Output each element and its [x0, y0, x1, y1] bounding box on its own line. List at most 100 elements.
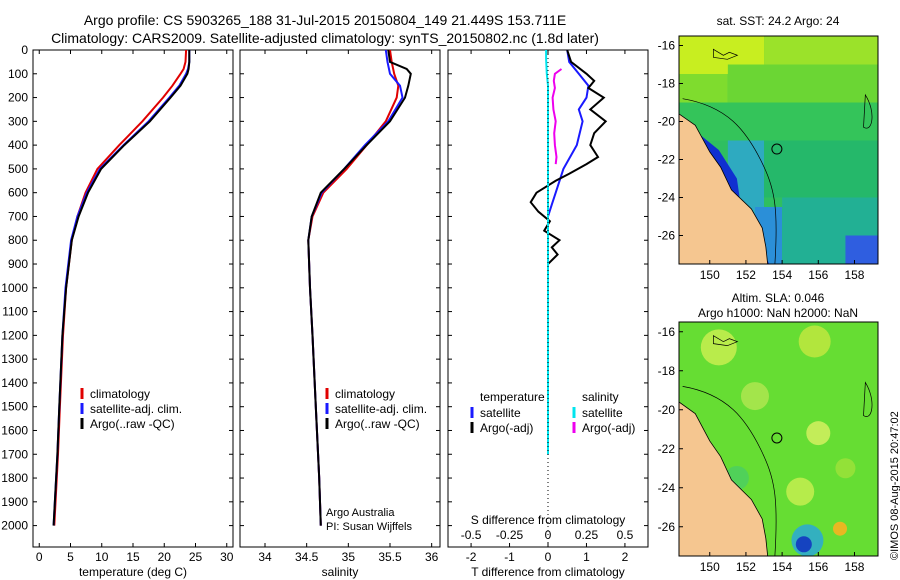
sst_map-field: [679, 36, 878, 264]
sla_map-xtick-label: 150: [700, 560, 720, 574]
temperature-xlabel: temperature (deg C): [79, 565, 187, 579]
depth-tick-label: 800: [8, 233, 28, 247]
sst_map-argo-marker: [771, 143, 783, 155]
difference-series-s-argo-adj-: [551, 68, 563, 165]
depth-tick-label: 1300: [1, 352, 28, 366]
sst_map-reef-outline: [863, 93, 873, 129]
sst_map-background: [679, 36, 878, 264]
sst_map-ytick-label: -26: [658, 229, 676, 243]
sst-tile: [782, 197, 878, 264]
temperature-plot-frame: [32, 49, 234, 548]
salinity-diff-tick-label: -0.5: [461, 528, 482, 542]
salinity-diff-tick-label: -0.25: [496, 528, 524, 542]
figure-title-line2: Climatology: CARS2009. Satellite-adjuste…: [51, 30, 599, 46]
salinity-series-satellite-adj-clim-: [307, 49, 404, 526]
temperature-legend-label: satellite: [480, 406, 521, 420]
difference-series-t-argo-adj-: [529, 49, 608, 455]
sla_map-ytick-label: -22: [658, 442, 676, 456]
depth-tick-label: 300: [8, 114, 28, 128]
sla-blob: [740, 382, 769, 411]
sla-blob: [795, 536, 812, 553]
depth-tick-label: 500: [8, 162, 28, 176]
sst-tile: [727, 64, 878, 103]
difference-xtick-label: -1: [504, 550, 515, 564]
sst-tile: [764, 36, 878, 65]
depth-tick-label: 2000: [1, 519, 28, 533]
salinity-legend-label: Argo(..raw -QC): [335, 417, 420, 431]
sst_map-ytick-label: -24: [658, 191, 676, 205]
sla_map-field: [679, 322, 878, 556]
salinity-annotation: PI: Susan Wijffels: [326, 521, 412, 533]
temperature-legend-label: Argo(-adj): [480, 421, 533, 435]
sst-tile: [727, 140, 765, 217]
temperature-legend-title: temperature: [480, 390, 545, 404]
sst_map-xtick-label: 150: [700, 268, 720, 282]
temperature-legend-label: satellite-adj. clim.: [90, 402, 182, 416]
sla_map-xtick-label: 156: [808, 560, 828, 574]
difference-top-label: S difference from climatology: [471, 513, 626, 527]
temperature-series-satellite-adj-clim-: [52, 50, 191, 526]
sst_map-ytick-label: -20: [658, 115, 676, 129]
sst_map-xtick-label: 156: [808, 268, 828, 282]
sla_map-argo-marker: [771, 432, 783, 444]
sst-tile: [679, 102, 878, 141]
depth-tick-label: 1900: [1, 495, 28, 509]
sla_map-frame: [678, 321, 879, 557]
sla_map-land: [679, 401, 769, 556]
depth-tick-label: 600: [8, 186, 28, 200]
depth-tick-label: 1200: [1, 328, 28, 342]
salinity-diff-tick-label: 0.5: [617, 528, 634, 542]
salinity-xtick-label: 35: [342, 550, 356, 564]
coastal-cold-water: [679, 117, 770, 264]
imos-timestamp: ©IMOS 08-Aug-2015 20:47:02: [889, 411, 900, 560]
depth-tick-label: 900: [8, 257, 28, 271]
temperature-series-argo-raw-qc-: [52, 50, 191, 526]
depth-tick-label: 1800: [1, 471, 28, 485]
depth-tick-label: 1700: [1, 447, 28, 461]
depth-tick-label: 200: [8, 91, 28, 105]
salinity-xtick-label: 35.5: [378, 550, 402, 564]
salinity-xtick-label: 34.5: [295, 550, 319, 564]
sst-tile: [764, 140, 878, 198]
sla-blob: [806, 421, 831, 446]
sst-tile: [679, 36, 765, 74]
difference-series-s-satellite: [545, 50, 549, 455]
sst_map-xtick-label: 158: [844, 268, 864, 282]
temperature-xtick-label: 20: [158, 550, 172, 564]
sla-blob: [791, 524, 824, 556]
salinity-xtick-label: 36: [425, 550, 439, 564]
depth-tick-label: 1400: [1, 376, 28, 390]
figure-title-line1: Argo profile: CS 5903265_188 31-Jul-2015…: [83, 12, 567, 28]
temperature-legend-label: climatology: [90, 387, 150, 401]
salinity-diff-tick-label: 0.25: [575, 528, 599, 542]
salinity-legend-label: climatology: [335, 387, 395, 401]
depth-tick-label: 1100: [2, 305, 28, 319]
sla-map-title: Argo h1000: NaN h2000: NaN: [698, 306, 858, 320]
sla_map-reef-outline: [713, 335, 739, 347]
sst_map-reef-outline: [713, 48, 739, 60]
sst-map-title: sat. SST: 24.2 Argo: 24: [717, 14, 840, 28]
sla_map-xtick-label: 158: [844, 560, 864, 574]
salinity-diff-tick-label: 0: [545, 528, 552, 542]
sla-blob: [835, 458, 856, 479]
sla_map-background: [679, 322, 878, 556]
sla-blob: [724, 466, 749, 490]
sla_map-ytick-label: -16: [658, 325, 676, 339]
temperature-xtick-label: 30: [220, 550, 234, 564]
difference-plot-frame: [447, 49, 649, 548]
sla-map-title: Altim. SLA: 0.046: [732, 291, 825, 305]
sla_map-shelf-contour: [682, 386, 777, 556]
sst_map-ytick-label: -18: [658, 77, 676, 91]
difference-xtick-label: 0: [545, 550, 552, 564]
sla_map-ytick-label: -18: [658, 364, 676, 378]
depth-tick-label: 100: [8, 67, 28, 81]
salinity-plot-frame: [239, 49, 441, 548]
temperature-legend-label: Argo(..raw -QC): [90, 417, 175, 431]
salinity-xlabel: salinity: [322, 565, 359, 579]
depth-tick-label: 400: [8, 138, 28, 152]
difference-xtick-label: 1: [583, 550, 590, 564]
salinity-series-argo-raw-qc-: [307, 49, 412, 526]
sla_map-ytick-label: -24: [658, 481, 676, 495]
sla-blob: [786, 477, 815, 506]
salinity-xtick-label: 34: [258, 550, 272, 564]
